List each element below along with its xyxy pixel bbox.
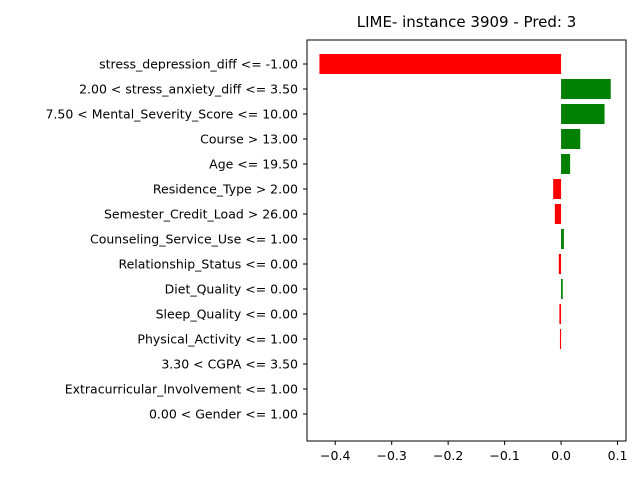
bar-0 bbox=[319, 54, 562, 74]
x-tick-label-3: −0.1 bbox=[489, 448, 519, 463]
y-tick-label-4: Age <= 19.50 bbox=[209, 157, 298, 172]
y-tick-label-6: Semester_Credit_Load > 26.00 bbox=[104, 207, 298, 222]
y-tick-label-3: Course > 13.00 bbox=[200, 132, 298, 147]
bar-4 bbox=[561, 154, 571, 174]
bar-7 bbox=[561, 229, 564, 249]
y-tick-label-1: 2.00 < stress_anxiety_diff <= 3.50 bbox=[79, 82, 298, 97]
bar-2 bbox=[561, 104, 605, 124]
y-tick-label-12: 3.30 < CGPA <= 3.50 bbox=[161, 357, 298, 372]
x-tick-label-4: 0.0 bbox=[551, 448, 571, 463]
y-tick-label-9: Diet_Quality <= 0.00 bbox=[165, 282, 298, 297]
y-tick-label-7: Counseling_Service_Use <= 1.00 bbox=[90, 232, 298, 247]
bar-8 bbox=[558, 254, 562, 274]
y-tick-label-2: 7.50 < Mental_Severity_Score <= 10.00 bbox=[46, 107, 299, 122]
bar-3 bbox=[561, 129, 581, 149]
x-tick-label-0: −0.4 bbox=[320, 448, 350, 463]
y-axis-ticks: stress_depression_diff <= -1.00 2.00 < st… bbox=[46, 57, 307, 422]
plot-frame bbox=[306, 39, 627, 442]
y-tick-label-10: Sleep_Quality <= 0.00 bbox=[156, 307, 298, 322]
x-tick-label-5: 0.1 bbox=[608, 448, 628, 463]
y-tick-label-14: 0.00 < Gender <= 1.00 bbox=[149, 407, 298, 422]
y-tick-label-8: Relationship_Status <= 0.00 bbox=[118, 257, 298, 272]
x-tick-label-2: −0.2 bbox=[433, 448, 463, 463]
y-tick-label-11: Physical_Activity <= 1.00 bbox=[137, 332, 298, 347]
bar-1 bbox=[561, 79, 611, 99]
x-axis-ticks: −0.4 −0.3 −0.2 −0.1 0.0 0.1 bbox=[320, 441, 627, 463]
bar-6 bbox=[554, 204, 562, 224]
y-tick-label-5: Residence_Type > 2.00 bbox=[153, 182, 298, 197]
bar-11 bbox=[559, 329, 562, 349]
y-tick-label-13: Extracurricular_Involvement <= 1.00 bbox=[65, 382, 298, 397]
y-tick-label-0: stress_depression_diff <= -1.00 bbox=[99, 57, 298, 72]
bar-9 bbox=[561, 279, 563, 299]
bar-5 bbox=[553, 179, 562, 199]
bars-group bbox=[319, 54, 611, 349]
x-tick-label-1: −0.3 bbox=[377, 448, 407, 463]
chart-title: LIME- instance 3909 - Pred: 3 bbox=[357, 13, 577, 31]
bar-10 bbox=[559, 304, 562, 324]
